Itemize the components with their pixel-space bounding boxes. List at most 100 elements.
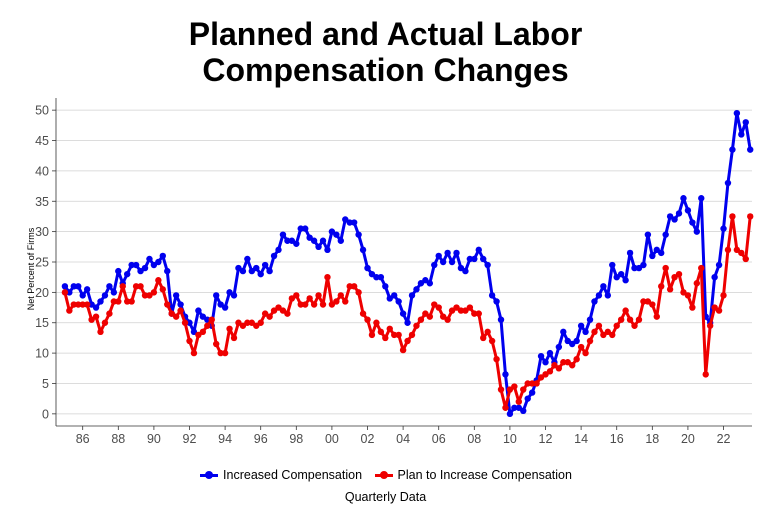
data-point	[97, 298, 104, 305]
y-axis-title: Net Percent of Firms	[26, 227, 36, 310]
data-point	[702, 371, 709, 378]
data-series	[61, 109, 754, 418]
data-point	[560, 328, 567, 336]
data-point	[244, 319, 251, 326]
data-point	[395, 298, 402, 305]
data-point	[195, 307, 202, 314]
data-point	[484, 261, 491, 269]
data-point	[364, 316, 371, 323]
series-increased-compensation	[61, 109, 754, 418]
data-point	[457, 307, 465, 314]
data-point	[591, 328, 598, 336]
data-point	[631, 264, 638, 272]
data-point	[542, 359, 549, 366]
data-point	[279, 231, 287, 238]
data-point	[346, 283, 353, 290]
data-point	[742, 119, 749, 126]
x-tick-label: 20	[681, 432, 695, 446]
data-point	[408, 331, 416, 339]
data-point	[644, 231, 652, 238]
data-point	[738, 131, 745, 138]
data-point	[306, 295, 313, 302]
y-tick-label: 35	[35, 195, 49, 209]
data-point	[310, 301, 318, 308]
data-point	[528, 389, 536, 396]
data-point	[724, 179, 732, 187]
data-point	[569, 362, 576, 369]
data-point	[720, 292, 727, 299]
data-point	[506, 410, 514, 418]
x-tick-label: 94	[218, 432, 232, 446]
data-point	[488, 337, 496, 345]
data-point	[444, 316, 451, 323]
data-point	[137, 283, 144, 290]
data-point	[177, 307, 184, 314]
data-point	[386, 325, 393, 333]
data-point	[159, 286, 166, 293]
data-point	[297, 225, 304, 232]
data-point	[480, 334, 487, 342]
data-point	[684, 292, 692, 299]
data-point	[577, 343, 585, 351]
data-point	[337, 292, 345, 299]
data-point	[110, 298, 118, 305]
data-point	[382, 283, 389, 290]
data-point	[155, 277, 162, 284]
data-point	[177, 301, 184, 308]
data-point	[141, 264, 149, 272]
data-point	[684, 207, 692, 214]
data-point	[693, 280, 701, 287]
data-point	[226, 325, 233, 333]
data-point	[626, 316, 634, 323]
data-point	[350, 283, 358, 290]
data-point	[115, 298, 122, 305]
data-point	[333, 231, 340, 238]
data-point	[484, 328, 491, 336]
legend-item-plan-to-increase: Plan to Increase Compensation	[374, 468, 572, 482]
data-point	[493, 355, 500, 363]
data-point	[439, 258, 447, 266]
data-point	[399, 310, 407, 317]
x-tick-label: 00	[325, 432, 339, 446]
data-point	[747, 146, 754, 153]
data-point	[128, 261, 135, 269]
data-point	[555, 343, 563, 351]
data-point	[159, 252, 166, 260]
x-tick-label: 92	[183, 432, 197, 446]
data-point	[600, 283, 607, 290]
data-point	[480, 255, 487, 263]
x-tick-label: 04	[396, 432, 410, 446]
y-tick-label: 15	[35, 316, 49, 330]
data-point	[560, 359, 567, 366]
data-point	[640, 261, 647, 269]
chart-title-line-2: Compensation Changes	[202, 52, 569, 88]
data-point	[119, 283, 126, 290]
data-point	[83, 301, 91, 308]
data-point	[666, 286, 674, 293]
data-point	[302, 225, 309, 232]
data-point	[124, 270, 131, 278]
data-point	[319, 237, 327, 244]
data-point	[128, 298, 135, 305]
data-point	[324, 273, 331, 281]
data-point	[546, 368, 554, 375]
data-point	[92, 304, 100, 311]
chart-title: Planned and Actual Labor Compensation Ch…	[0, 16, 771, 88]
data-point	[132, 283, 140, 290]
y-tick-label: 10	[35, 347, 49, 361]
data-point	[520, 407, 527, 415]
data-point	[141, 292, 149, 299]
data-point	[146, 255, 153, 263]
data-point	[261, 261, 269, 269]
data-point	[622, 307, 629, 314]
data-point	[186, 319, 193, 326]
data-point	[680, 195, 687, 202]
data-point	[662, 231, 669, 238]
data-point	[181, 319, 189, 326]
data-point	[275, 246, 282, 254]
data-point	[595, 292, 603, 299]
y-tick-label: 30	[35, 225, 49, 239]
data-point	[515, 398, 523, 405]
data-point	[671, 216, 678, 223]
